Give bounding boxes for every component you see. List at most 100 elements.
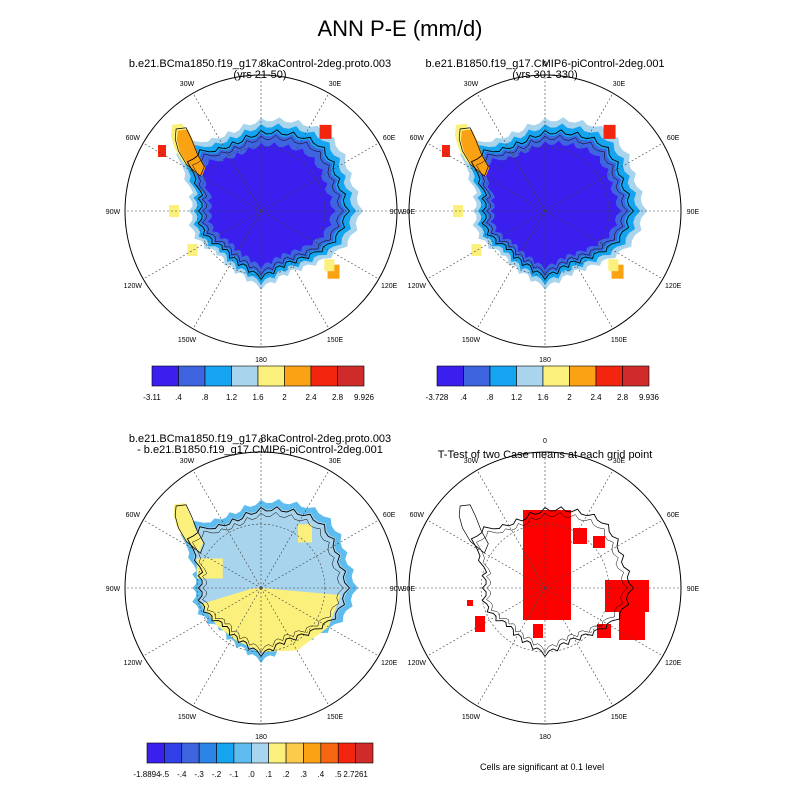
colorbar-label: -3.728 <box>426 393 449 402</box>
meridian-line <box>260 587 379 657</box>
colorbar-label: .2 <box>283 770 290 779</box>
colorbar-label: -.3 <box>194 770 204 779</box>
longitude-label: 60W <box>126 135 141 142</box>
meridian-line <box>476 470 546 589</box>
colorbar-box <box>622 365 650 387</box>
meridian-line <box>260 210 330 329</box>
peninsula-coastline <box>458 127 489 177</box>
longitude-label: 90E <box>687 586 700 593</box>
longitude-label: 30E <box>329 81 342 88</box>
longitude-label: 180 <box>255 357 267 364</box>
significant-cell <box>533 624 543 638</box>
colorbar-label: -.2 <box>212 770 222 779</box>
meridian-line <box>544 587 663 657</box>
field-deep-blue-core <box>198 142 336 269</box>
longitude-label: 60E <box>383 135 396 142</box>
colorbar-cb1: -3.11 .4 .8 1.2 1.6 2 2.4 2.8 9.926 <box>143 365 375 402</box>
meridian-line <box>260 519 379 589</box>
field-coastal-yellow-cell <box>608 259 619 272</box>
meridian-line <box>544 587 614 706</box>
colorbar-box <box>489 365 517 387</box>
colorbar-box <box>284 365 312 387</box>
peninsula-coastline <box>458 504 489 554</box>
colorbar-box <box>164 742 183 764</box>
colorbar-label: 2.8 <box>617 393 629 402</box>
colorbar-label: .4 <box>460 393 467 402</box>
longitude-label: 0 <box>543 61 547 68</box>
colorbar-box <box>151 365 179 387</box>
colorbar-label: 2.4 <box>590 393 602 402</box>
colorbar-label: .0 <box>248 770 255 779</box>
longitude-label: 60W <box>410 512 425 519</box>
colorbar-box <box>303 742 322 764</box>
meridian-line <box>427 587 546 657</box>
field-coastal-red-cell <box>603 124 616 139</box>
field-coastal-yellow-cell <box>324 259 335 272</box>
colorbar-label: 9.936 <box>639 393 660 402</box>
colorbar-label: 1.6 <box>537 393 549 402</box>
longitude-label: 150E <box>611 714 628 721</box>
longitude-label: 30E <box>613 458 626 465</box>
significant-cell <box>597 624 611 638</box>
significant-cell <box>523 510 571 620</box>
longitude-label: 60E <box>667 135 680 142</box>
map-field-layer <box>173 499 359 664</box>
colorbar-box <box>204 365 232 387</box>
meridian-line <box>427 519 546 589</box>
panel-case1-title-line1: b.e21.BCma1850.f19_g17.8kaControl-2deg.p… <box>128 58 392 70</box>
polar-map-case2: 0 30E 60E 90E 120E 150E 180 150W 120W 90W 60W 30W <box>390 61 700 364</box>
meridian-line <box>143 587 262 657</box>
longitude-label: 60E <box>383 512 396 519</box>
colorbar-box <box>285 742 304 764</box>
colorbar-box <box>355 742 374 764</box>
latitude-circle <box>196 146 326 276</box>
colorbar-label: -.4 <box>177 770 187 779</box>
meridian-line <box>476 587 546 706</box>
colorbar-label: 9.926 <box>354 393 375 402</box>
diff-west-yellow-cell <box>196 558 223 579</box>
map-field-layer <box>158 117 364 291</box>
meridian-line <box>260 142 379 212</box>
meridian-line <box>544 519 663 589</box>
longitude-label: 30W <box>464 81 479 88</box>
latitude-circle <box>480 146 610 276</box>
longitude-label: 150E <box>611 337 628 344</box>
colorbar-label: .8 <box>202 393 209 402</box>
colorbar-cb2: -3.728 .4 .8 1.2 1.6 2 2.4 2.8 9.936 <box>426 365 660 402</box>
meridian-line <box>260 93 330 212</box>
diff-peninsula-yellow <box>173 503 204 553</box>
longitude-label: 120E <box>381 283 398 290</box>
colorbar-label: 2 <box>567 393 572 402</box>
colorbar-label: 2.8 <box>332 393 344 402</box>
panel-diff-title-line1: b.e21.BCma1850.f19_g17.8kaControl-2deg.p… <box>128 433 392 445</box>
diff-east-yellow-cell <box>297 524 312 543</box>
field-coastal-yellow-cell <box>453 205 463 217</box>
meridian-line <box>260 470 330 589</box>
longitude-label: 90W <box>106 209 121 216</box>
colorbar-box <box>216 742 235 764</box>
longitude-label: 150W <box>462 714 481 721</box>
latitude-circle <box>480 523 610 653</box>
longitude-label: 0 <box>259 438 263 445</box>
meridian-line <box>476 210 546 329</box>
colorbar-label: 2.4 <box>305 393 317 402</box>
longitude-label: 120W <box>408 660 427 667</box>
longitude-label: 120E <box>665 283 682 290</box>
colorbar-label: -.1 <box>229 770 239 779</box>
meridian-line <box>476 93 546 212</box>
longitude-label: 150W <box>462 337 481 344</box>
field-coastal-yellow-cell <box>471 244 482 256</box>
significant-cell <box>467 600 473 606</box>
colorbar-box <box>436 365 464 387</box>
colorbar-box <box>268 742 287 764</box>
longitude-label: 180 <box>255 734 267 741</box>
colorbar-box <box>337 742 356 764</box>
longitude-label: 0 <box>543 438 547 445</box>
meridian-line <box>544 142 663 212</box>
meridian-line <box>192 93 262 212</box>
meridian-line <box>427 142 546 212</box>
longitude-label: 120W <box>124 283 143 290</box>
colorbar-label: .8 <box>487 393 494 402</box>
field-coastal-yellow-cell <box>187 244 198 256</box>
longitude-label: 60E <box>667 512 680 519</box>
